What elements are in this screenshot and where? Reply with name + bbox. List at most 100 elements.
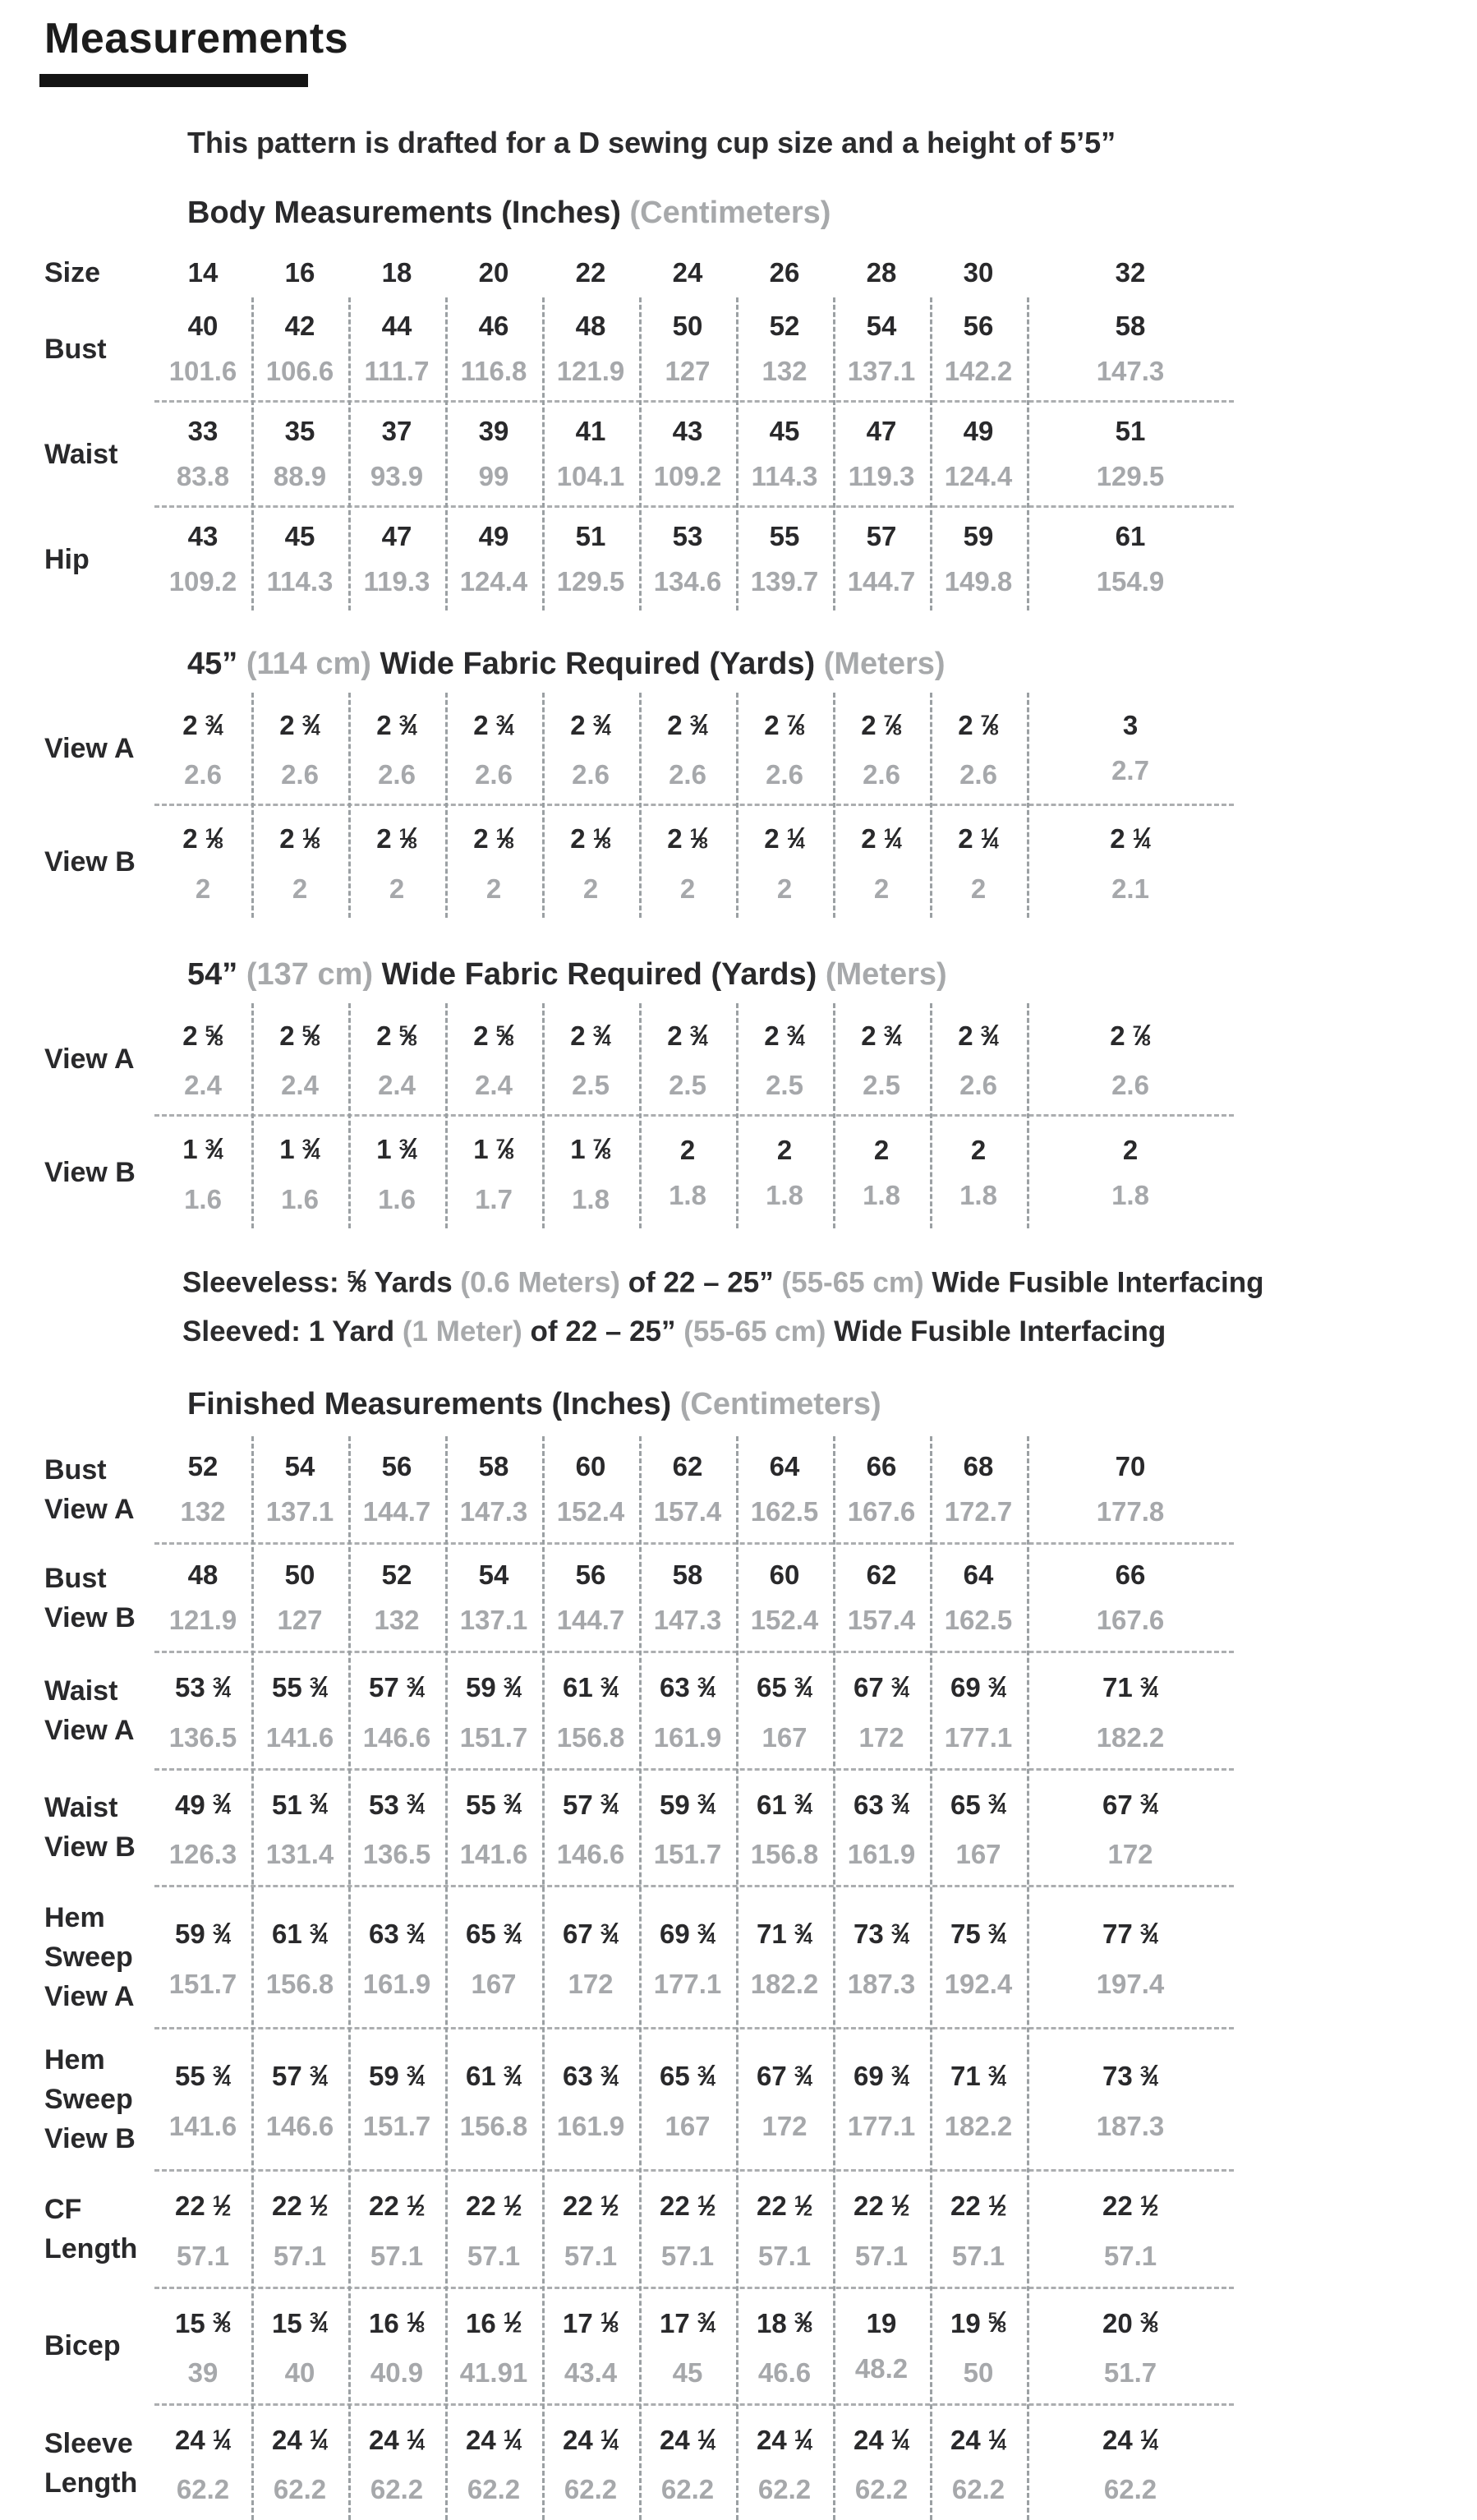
fraction: 1⁄8 <box>592 821 611 855</box>
size-value-22: 22 <box>542 248 639 297</box>
cell-bust-view-b-col10: 66 167.6 <box>1027 1545 1234 1651</box>
value-metric: 161.9 <box>847 1839 916 1870</box>
value-metric: 127 <box>665 356 711 386</box>
value-imperial: 49 <box>478 521 509 551</box>
value-imperial: 49 <box>963 416 994 446</box>
cell-hem-sweep-view-b-col5: 63 3⁄4 161.9 <box>542 2029 639 2169</box>
value-imperial: 2 1⁄4 <box>1110 821 1151 855</box>
row-label-view-b: View B <box>0 806 154 917</box>
fraction: 3⁄4 <box>987 1916 1006 1951</box>
heading-alt: (Centimeters) <box>679 1387 881 1422</box>
row-label-bust-view-b: Bust View B <box>0 1545 154 1651</box>
fraction: 3⁄4 <box>309 2305 328 2339</box>
cell-waist-view-a-col2: 55 3⁄4 141.6 <box>251 1653 348 1767</box>
fraction: 3⁄4 <box>495 707 514 741</box>
value-imperial: 69 3⁄4 <box>854 2058 909 2093</box>
interfacing-segment: Wide Fusible Interfacing <box>932 1266 1264 1299</box>
value-metric: 182.2 <box>750 1968 819 1999</box>
size-value-30: 30 <box>930 248 1027 297</box>
cell-cf-length-col1: 22 1⁄2 57.1 <box>154 2172 251 2286</box>
fraction: 3⁄4 <box>212 1669 231 1703</box>
value-metric: 2.5 <box>863 1070 900 1101</box>
fraction: 3⁄4 <box>1139 1669 1158 1703</box>
row-label-waist-view-b: Waist View B <box>0 1771 154 1885</box>
cell-view-a-col8: 2 3⁄4 2.5 <box>833 1003 930 1114</box>
cell-bicep-col4: 16 1⁄2 41.91 <box>445 2289 542 2403</box>
fraction: 3⁄4 <box>205 1131 223 1166</box>
value-imperial: 24 1⁄4 <box>369 2421 425 2456</box>
value-imperial: 59 3⁄4 <box>466 1669 522 1703</box>
value-imperial: 33 <box>187 416 219 446</box>
fraction: 3⁄4 <box>987 1669 1006 1703</box>
interfacing-note-sleeveless: Sleeveless: 5⁄8 Yards (0.6 Meters) of 22… <box>182 1256 1477 1310</box>
value-metric: 132 <box>374 1605 420 1636</box>
fraction: 3⁄4 <box>689 1017 708 1052</box>
fraction: 3⁄4 <box>309 1669 328 1703</box>
value-imperial: 60 <box>575 1451 606 1482</box>
fraction: 7⁄8 <box>980 707 999 741</box>
cell-bust-view-a-col1: 52 132 <box>154 1436 251 1542</box>
cell-bust-view-b-col5: 56 144.7 <box>542 1545 639 1651</box>
column-divider <box>542 1002 545 1228</box>
fraction: 3⁄4 <box>398 707 417 741</box>
size-value-16: 16 <box>251 248 348 297</box>
size-number: 32 <box>1115 257 1146 288</box>
cell-sleeve-length-col3: 24 1⁄4 62.2 <box>348 2406 445 2520</box>
value-metric: 1.8 <box>766 1179 803 1210</box>
fraction: 3⁄4 <box>987 2058 1006 2093</box>
row-label-line: Waist <box>44 1792 118 1824</box>
value-metric: 106.6 <box>265 356 334 386</box>
value-imperial: 56 <box>963 311 994 341</box>
cell-waist-col9: 49 124.4 <box>930 403 1027 505</box>
value-metric: 109.2 <box>653 461 722 491</box>
fraction: 7⁄8 <box>786 707 805 741</box>
value-metric: 154.9 <box>1096 566 1165 597</box>
cell-view-b-col2: 2 1⁄8 2 <box>251 806 348 917</box>
cell-cf-length-col7: 22 1⁄2 57.1 <box>736 2172 833 2286</box>
interfacing-segment: (1 Meter) <box>402 1315 522 1348</box>
fraction: 3⁄4 <box>883 1017 902 1052</box>
fraction: 1⁄4 <box>786 821 805 855</box>
value-metric: 172 <box>568 1968 614 1999</box>
value-metric: 57.1 <box>564 2240 618 2271</box>
value-imperial: 48 <box>575 311 606 341</box>
value-metric: 167 <box>762 1721 808 1753</box>
value-imperial: 67 3⁄4 <box>563 1916 619 1951</box>
value-metric: 40 <box>284 2357 315 2388</box>
value-imperial: 19 <box>866 2307 897 2338</box>
value-imperial: 2 1⁄8 <box>279 821 320 855</box>
cell-bust-view-a-col9: 68 172.7 <box>930 1436 1027 1542</box>
value-metric: 119.3 <box>363 566 430 597</box>
column-divider <box>930 297 932 610</box>
cell-hem-sweep-view-b-col7: 67 3⁄4 172 <box>736 2029 833 2169</box>
fraction: 1⁄8 <box>689 821 708 855</box>
cell-view-a-col10: 2 7⁄8 2.6 <box>1027 1003 1234 1114</box>
value-imperial: 52 <box>381 1559 412 1591</box>
value-metric: 2.6 <box>863 759 900 790</box>
value-metric: 111.7 <box>364 356 430 386</box>
cell-hem-sweep-view-a-col4: 65 3⁄4 167 <box>445 1887 542 2027</box>
fraction: 1⁄8 <box>495 821 514 855</box>
heading-body-measurements: Body Measurements (Inches) (Centimeters) <box>187 194 1477 232</box>
value-metric: 142.2 <box>944 356 1013 386</box>
value-imperial: 43 <box>672 416 703 446</box>
cell-view-a-col2: 2 5⁄8 2.4 <box>251 1003 348 1114</box>
cell-waist-col1: 33 83.8 <box>154 403 251 505</box>
cell-view-a-col5: 2 3⁄4 2.6 <box>542 693 639 804</box>
fraction: 5⁄8 <box>398 1017 417 1052</box>
value-metric: 2.4 <box>184 1070 222 1101</box>
fraction: 3⁄4 <box>697 2305 715 2339</box>
cell-waist-col7: 45 114.3 <box>736 403 833 505</box>
value-metric: 167 <box>471 1968 517 1999</box>
fraction: 1⁄4 <box>1139 2421 1158 2456</box>
row-label-line: Bust <box>44 333 107 365</box>
value-imperial: 2 3⁄4 <box>958 1017 999 1052</box>
value-metric: 161.9 <box>362 1968 431 1999</box>
heading-fabric-54: 54” (137 cm) Wide Fabric Required (Yards… <box>187 956 1477 993</box>
value-metric: 2.6 <box>766 759 803 790</box>
value-imperial: 2 7⁄8 <box>1110 1017 1151 1052</box>
cell-cf-length-col8: 22 1⁄2 57.1 <box>833 2172 930 2286</box>
value-metric: 132 <box>762 356 808 386</box>
cell-waist-col4: 39 99 <box>445 403 542 505</box>
